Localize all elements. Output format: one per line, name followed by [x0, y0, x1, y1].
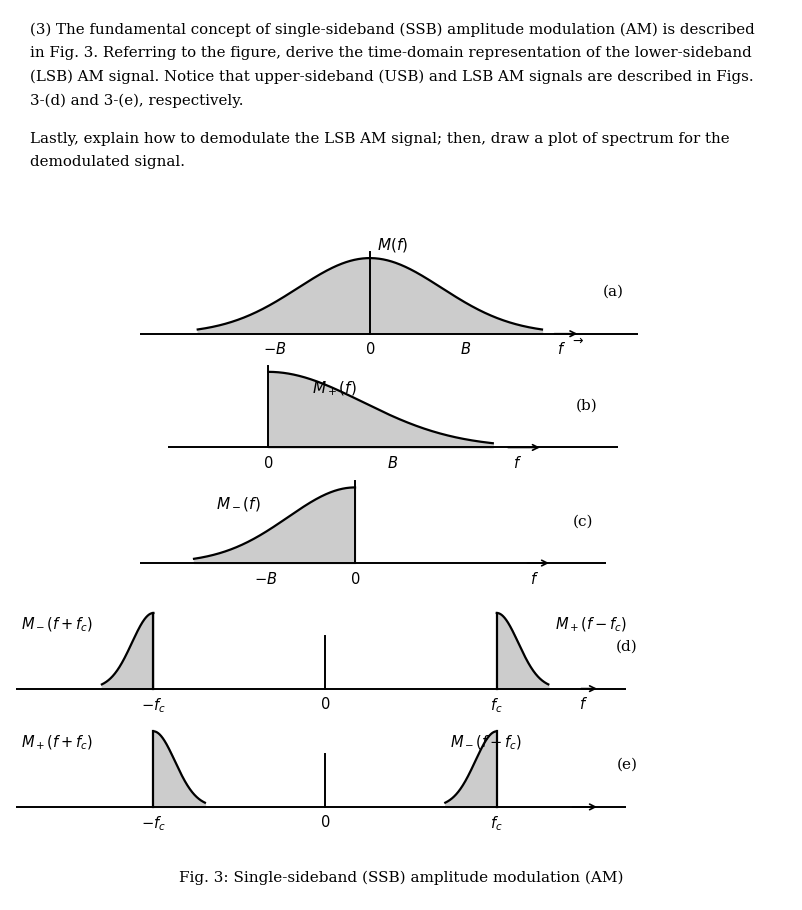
Text: $-f_c$: $-f_c$	[141, 814, 166, 834]
Text: $f_c$: $f_c$	[491, 814, 503, 834]
Text: $f_c$: $f_c$	[491, 696, 503, 715]
Text: (e): (e)	[617, 757, 638, 772]
Text: $0$: $0$	[365, 341, 375, 358]
Text: $M(f)$: $M(f)$	[378, 236, 408, 254]
Text: in Fig. 3. Referring to the figure, derive the time-domain representation of the: in Fig. 3. Referring to the figure, deri…	[30, 46, 752, 60]
Text: $f$: $f$	[512, 455, 522, 471]
Text: 3-(d) and 3-(e), respectively.: 3-(d) and 3-(e), respectively.	[30, 94, 244, 108]
Text: (c): (c)	[573, 514, 593, 529]
Text: $B$: $B$	[460, 341, 471, 358]
Text: $M_+(f-f_c)$: $M_+(f-f_c)$	[555, 615, 627, 633]
Text: $B$: $B$	[387, 455, 399, 471]
Text: $M_-(f)$: $M_-(f)$	[217, 495, 261, 513]
Text: $M_+(f+f_c)$: $M_+(f+f_c)$	[21, 733, 93, 752]
Text: (3) The fundamental concept of single-sideband (SSB) amplitude modulation (AM) i: (3) The fundamental concept of single-si…	[30, 23, 755, 37]
Text: $0$: $0$	[263, 455, 273, 471]
Text: $f$: $f$	[579, 696, 588, 713]
Text: (a): (a)	[603, 285, 624, 299]
Text: $M_+(f)$: $M_+(f)$	[312, 379, 357, 398]
Text: $f$: $f$	[557, 341, 566, 358]
Text: $-B$: $-B$	[254, 571, 277, 587]
Text: $0$: $0$	[320, 814, 330, 831]
Text: (b): (b)	[576, 399, 597, 413]
Text: $0$: $0$	[350, 571, 360, 587]
Text: $-f_c$: $-f_c$	[141, 696, 166, 715]
Text: $\rightarrow$: $\rightarrow$	[570, 333, 585, 347]
Text: Lastly, explain how to demodulate the LSB AM signal; then, draw a plot of spectr: Lastly, explain how to demodulate the LS…	[30, 132, 730, 146]
Text: (d): (d)	[616, 639, 638, 653]
Text: (LSB) AM signal. Notice that upper-sideband (USB) and LSB AM signals are describ: (LSB) AM signal. Notice that upper-sideb…	[30, 70, 754, 85]
Text: $f$: $f$	[530, 571, 540, 587]
Text: $0$: $0$	[320, 696, 330, 713]
Text: Fig. 3: Single-sideband (SSB) amplitude modulation (AM): Fig. 3: Single-sideband (SSB) amplitude …	[179, 870, 623, 885]
Text: $-B$: $-B$	[262, 341, 286, 358]
Text: $M_-(f-f_c)$: $M_-(f-f_c)$	[450, 733, 521, 752]
Text: $M_-(f+f_c)$: $M_-(f+f_c)$	[21, 615, 93, 633]
Text: demodulated signal.: demodulated signal.	[30, 156, 185, 169]
